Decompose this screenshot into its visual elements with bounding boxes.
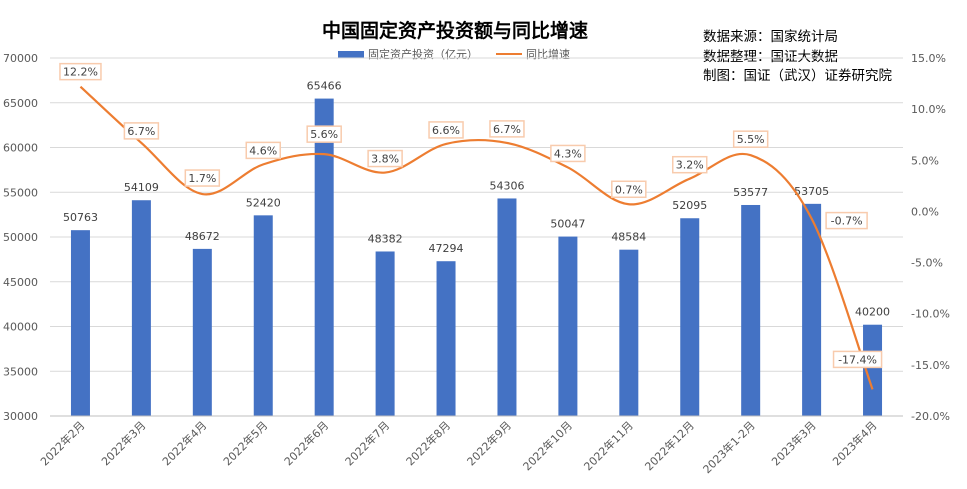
bar-value-label: 47294 <box>429 242 464 255</box>
bar-value-label: 50047 <box>550 218 585 231</box>
line-value-label: 4.3% <box>554 147 582 160</box>
x-tick-label: 2022年9月 <box>464 418 514 468</box>
bar <box>741 204 761 416</box>
growth-line <box>79 85 874 390</box>
x-tick-label: 2022年3月 <box>98 418 148 468</box>
y-left-tick-label: 70000 <box>3 52 38 65</box>
source-line: 数据整理：国证大数据 <box>703 48 838 65</box>
y-right-tick-label: 5.0% <box>911 154 939 167</box>
bar-value-label: 54109 <box>124 181 159 194</box>
line-value-label: 5.6% <box>310 128 338 141</box>
line-label-box <box>123 122 160 140</box>
y-left-tick-label: 40000 <box>3 321 38 334</box>
x-tick-label: 2022年10月 <box>520 418 575 473</box>
line-value-label: 1.7% <box>188 172 216 185</box>
line-value-label: 6.6% <box>432 124 460 137</box>
y-left-tick-label: 55000 <box>3 186 38 199</box>
bar <box>619 249 639 416</box>
line-label-box <box>184 169 221 187</box>
bar <box>253 215 273 416</box>
y-left-tick-label: 45000 <box>3 276 38 289</box>
bar <box>436 261 456 416</box>
x-tick-label: 2022年8月 <box>403 418 453 468</box>
bar-value-label: 48382 <box>368 232 403 245</box>
line-label-box <box>428 121 464 139</box>
line-value-label: 0.7% <box>615 183 643 196</box>
y-right-tick-label: -5.0% <box>911 257 943 270</box>
y-left-tick-label: 30000 <box>3 410 38 423</box>
x-tick-label: 2023年4月 <box>829 418 879 468</box>
source-line: 数据来源：国家统计局 <box>703 29 838 45</box>
x-tick-label: 2022年2月 <box>37 418 87 468</box>
y-right-tick-label: 10.0% <box>911 103 946 116</box>
x-tick-label: 2023年1-2月 <box>700 418 758 476</box>
bar-value-label: 52095 <box>672 199 707 212</box>
line-label-box <box>306 125 342 143</box>
line-label-box <box>832 350 883 369</box>
bar-value-label: 54306 <box>489 179 524 192</box>
legend-line-swatch <box>496 53 522 55</box>
bar-value-label: 65466 <box>307 80 342 93</box>
bar <box>680 218 700 416</box>
bar-value-label: 52420 <box>246 196 281 209</box>
line-label-box <box>825 211 868 230</box>
bar <box>863 324 883 416</box>
bar <box>70 230 90 416</box>
line-label-box <box>550 144 586 163</box>
source-note: 数据来源：国家统计局 数据整理：国证大数据 制图：国证（武汉）证券研究院 <box>703 28 892 87</box>
source-line: 制图：国证（武汉）证券研究院 <box>703 68 892 84</box>
x-tick-label: 2022年7月 <box>342 418 392 468</box>
bar <box>375 251 395 416</box>
bar-value-label: 53705 <box>794 185 829 198</box>
bar <box>314 98 334 417</box>
y-left-tick-label: 65000 <box>3 97 38 110</box>
line-label-box <box>672 155 708 174</box>
line-label-box <box>489 120 525 138</box>
line-value-label: -0.7% <box>831 215 863 228</box>
line-label-box <box>245 141 281 160</box>
line-label-box <box>59 62 102 81</box>
y-left-tick-label: 50000 <box>3 231 38 244</box>
line-value-label: 3.2% <box>676 159 704 172</box>
line-label-box <box>732 130 769 148</box>
x-tick-label: 2023年3月 <box>769 418 819 468</box>
y-right-tick-label: -10.0% <box>911 308 950 321</box>
x-tick-label: 2022年4月 <box>159 418 209 468</box>
y-left-tick-label: 60000 <box>3 142 38 155</box>
line-value-label: 3.8% <box>371 153 399 166</box>
x-tick-label: 2022年11月 <box>581 418 636 473</box>
line-value-label: 6.7% <box>493 123 521 136</box>
y-right-tick-label: -15.0% <box>911 359 950 372</box>
line-label-box <box>611 180 647 199</box>
bar <box>802 203 822 416</box>
line-value-label: 12.2% <box>63 66 98 79</box>
bar <box>192 248 212 416</box>
y-right-tick-label: 15.0% <box>911 52 946 65</box>
y-left-tick-label: 35000 <box>3 365 38 378</box>
bar <box>558 236 578 416</box>
line-value-label: 5.5% <box>737 133 765 146</box>
line-value-label: -17.4% <box>838 353 877 366</box>
bar-value-label: 40200 <box>855 306 890 319</box>
legend-bar-swatch <box>338 50 364 58</box>
x-tick-label: 2022年5月 <box>220 418 270 468</box>
x-tick-label: 2022年6月 <box>281 418 331 468</box>
y-right-tick-label: 0.0% <box>911 205 939 218</box>
y-right-tick-label: -20.0% <box>911 410 950 423</box>
chart-title: 中国固定资产投资额与同比增速 <box>321 20 588 42</box>
x-tick-label: 2022年12月 <box>642 418 697 473</box>
bar-value-label: 48672 <box>185 230 220 243</box>
line-value-label: 4.6% <box>249 144 277 157</box>
bar-value-label: 50763 <box>63 211 98 224</box>
bar <box>497 198 517 416</box>
bar-value-label: 48584 <box>611 231 646 244</box>
bar <box>131 200 151 416</box>
bar-value-label: 53577 <box>733 186 768 199</box>
line-label-box <box>367 149 403 168</box>
line-value-label: 6.7% <box>127 125 155 138</box>
